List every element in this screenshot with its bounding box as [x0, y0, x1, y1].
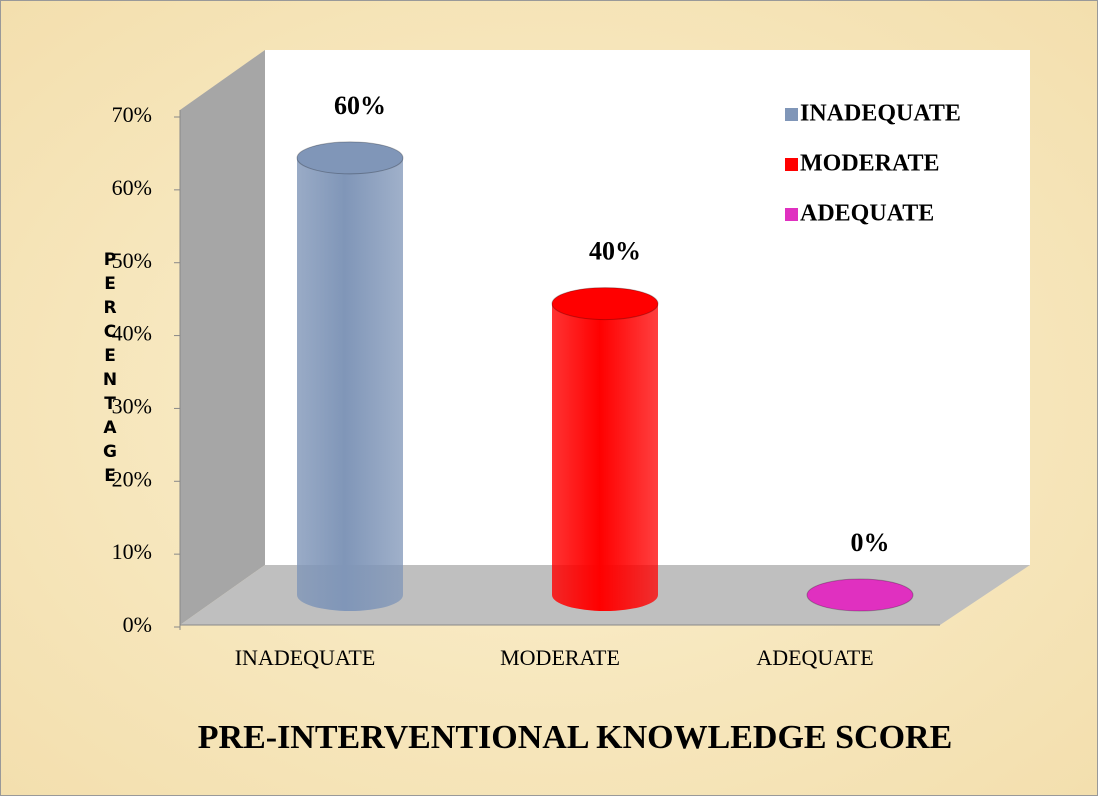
- side-wall: [180, 50, 265, 625]
- y-axis-label: PERCENTAGE: [100, 250, 120, 490]
- value-label: 0%: [851, 528, 890, 557]
- value-label: 60%: [334, 91, 386, 120]
- y-tick-label: 50%: [112, 248, 152, 273]
- bar: [297, 157, 403, 611]
- y-tick-label: 30%: [112, 393, 152, 418]
- legend-swatch: [785, 158, 798, 171]
- y-tick-label: 0%: [123, 612, 152, 637]
- legend-swatch: [785, 208, 798, 221]
- bar-top: [296, 141, 404, 175]
- legend-label: ADEQUATE: [800, 201, 934, 227]
- chart-title: PRE-INTERVENTIONAL KNOWLEDGE SCORE: [198, 719, 953, 756]
- legend-swatch: [785, 108, 798, 121]
- y-tick-label: 60%: [112, 175, 152, 200]
- legend-label: INADEQUATE: [800, 101, 961, 127]
- y-tick-label: 20%: [112, 466, 152, 491]
- y-tick-label: 10%: [112, 539, 152, 564]
- legend-label: MODERATE: [800, 151, 940, 177]
- x-tick-label: INADEQUATE: [235, 645, 376, 670]
- y-tick-label: 40%: [112, 321, 152, 346]
- value-label: 40%: [589, 237, 641, 266]
- bar: [552, 303, 658, 611]
- x-tick-label: ADEQUATE: [756, 645, 873, 670]
- bar-top: [551, 287, 659, 321]
- x-tick-label: MODERATE: [500, 645, 620, 670]
- bar-top: [806, 578, 914, 612]
- y-tick-label: 70%: [112, 102, 152, 127]
